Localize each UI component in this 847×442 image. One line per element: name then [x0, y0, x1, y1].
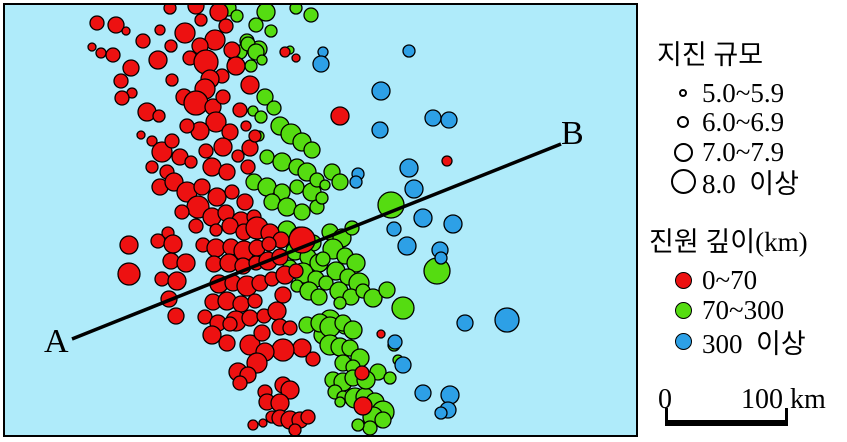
legend-panel: 지진 규모 5.0~5.9 6.0~6.9 7.0~7.9 8.0 이상 진원 … [640, 0, 847, 442]
magnitude-item-label: 5.0~5.9 [702, 77, 785, 108]
epicenter-points-shallow [87, 5, 453, 435]
depth-legend-item: 70~300 [640, 295, 847, 325]
section-label-b: B [561, 115, 584, 152]
depth-marker-cell [665, 332, 701, 350]
magnitude-circle-icon [673, 142, 693, 162]
magnitude-legend-item: 8.0 이상 [640, 166, 847, 199]
section-label-a: A [44, 323, 69, 360]
magnitude-marker-cell [665, 168, 701, 194]
magnitude-legend-item: 7.0~7.9 [640, 137, 847, 167]
depth-legend-item: 0~70 [640, 265, 847, 295]
cross-section-line [71, 142, 562, 341]
magnitude-marker-cell [665, 116, 701, 128]
deep-depth-dot-icon [674, 332, 692, 350]
depth-marker-cell [665, 271, 701, 289]
magnitude-circle-icon [677, 116, 689, 128]
depth-item-label: 300 이상 [702, 328, 806, 359]
shallow-depth-dot-icon [674, 271, 692, 289]
mid-depth-dot-icon [674, 301, 692, 319]
magnitude-item-label: 7.0~7.9 [702, 136, 785, 167]
magnitude-marker-cell [665, 89, 701, 97]
magnitude-marker-cell [665, 142, 701, 162]
magnitude-circle-icon [679, 89, 687, 97]
scalebar-start-label: 0 [658, 384, 672, 415]
magnitude-legend-item: 6.0~6.9 [640, 107, 847, 137]
depth-marker-cell [665, 301, 701, 319]
depth-legend-title: 진원 깊이(km) [649, 227, 808, 257]
depth-item-label: 70~300 [702, 294, 785, 325]
magnitude-legend-title: 지진 규모 [657, 40, 764, 70]
map-panel: A B [3, 3, 638, 437]
magnitude-item-label: 8.0 이상 [702, 168, 799, 199]
scalebar [665, 408, 788, 426]
depth-item-label: 0~70 [702, 264, 758, 295]
depth-legend-item: 300 이상 [640, 326, 847, 359]
map-svg [71, 5, 562, 435]
scalebar-end-label: 100 km [741, 384, 826, 415]
epicenter-points-deep [312, 44, 520, 420]
scalebar-bar [668, 420, 785, 426]
magnitude-item-label: 6.0~6.9 [702, 106, 785, 137]
magnitude-circle-icon [670, 168, 696, 194]
magnitude-legend-item: 5.0~5.9 [640, 78, 847, 108]
